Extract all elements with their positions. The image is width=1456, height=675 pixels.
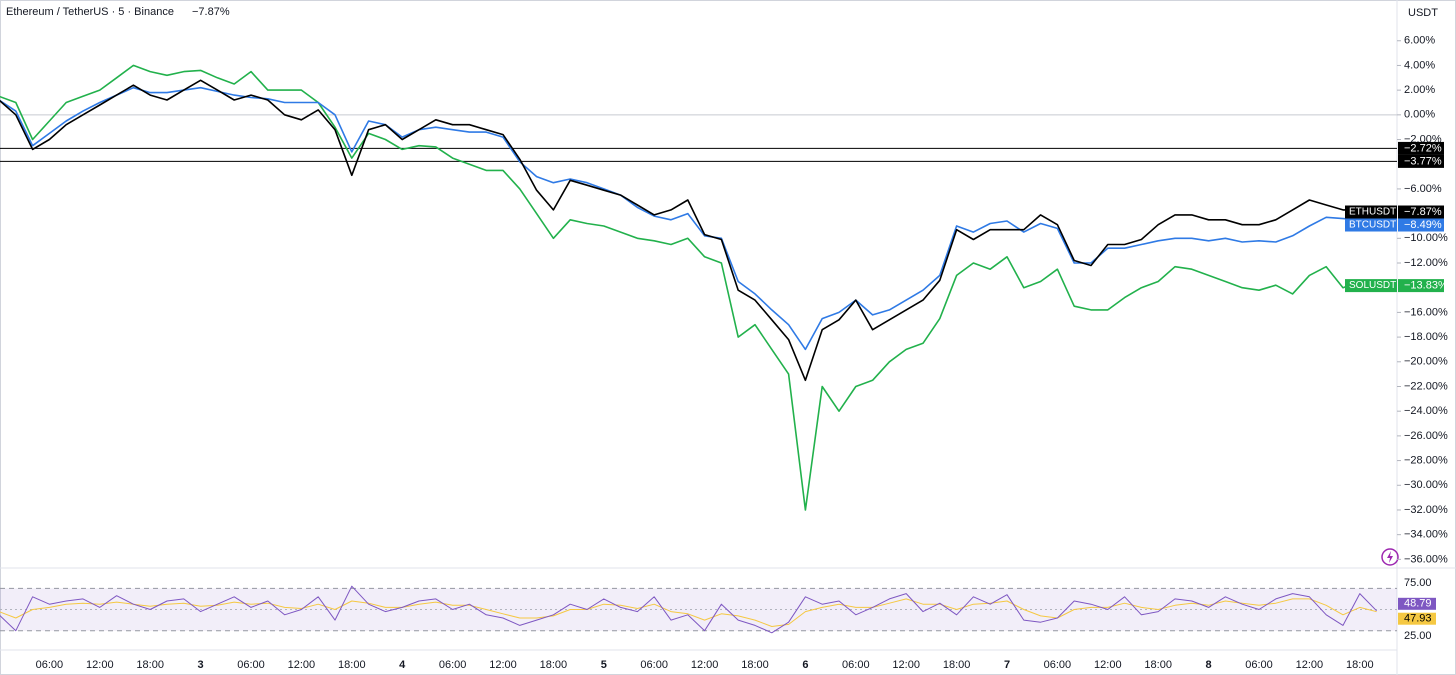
y-tick-label: −34.00% <box>1404 529 1448 541</box>
lightning-icon[interactable] <box>1381 548 1399 566</box>
y-tick-label: 6.00% <box>1404 35 1435 47</box>
icon-ring <box>1381 548 1399 566</box>
x-tick-label: 06:00 <box>237 659 265 671</box>
rsi-value-bg <box>1398 612 1436 625</box>
price-line <box>0 79 1377 382</box>
x-tick-label: 7 <box>1004 659 1010 671</box>
y-tick-label: 2.00% <box>1404 84 1435 96</box>
series-name: ETHUSDT <box>1349 207 1396 218</box>
price-line <box>0 64 1377 511</box>
series-name-bg <box>1345 279 1397 293</box>
x-tick-label: 12:00 <box>1094 659 1122 671</box>
series-name-bg <box>1345 205 1397 219</box>
rsi-ma-line <box>0 598 1377 627</box>
symbol-change: −7.87% <box>192 6 230 18</box>
y-tick-label: −26.00% <box>1404 430 1448 442</box>
y-tick-label: −16.00% <box>1404 306 1448 318</box>
rsi-tick-label: 25.00 <box>1404 630 1432 642</box>
x-tick-label: 12:00 <box>1296 659 1324 671</box>
hline-label-bg <box>1398 154 1444 168</box>
x-tick-label: 18:00 <box>338 659 366 671</box>
x-tick-label: 12:00 <box>288 659 316 671</box>
y-tick-label: −6.00% <box>1404 183 1442 195</box>
y-tick-label: −36.00% <box>1404 553 1448 565</box>
rsi-line <box>0 585 1377 634</box>
y-tick-label: −28.00% <box>1404 454 1448 466</box>
rsi-value: 47.93 <box>1404 613 1432 625</box>
series-name: SOLUSDT <box>1349 280 1396 291</box>
x-tick-label: 3 <box>198 659 204 671</box>
series-value-bg <box>1398 205 1444 219</box>
series-value-bg <box>1398 279 1444 293</box>
rsi-band <box>0 588 1397 631</box>
x-tick-label: 06:00 <box>1044 659 1072 671</box>
x-tick-label: 06:00 <box>640 659 668 671</box>
y-tick-label: −22.00% <box>1404 380 1448 392</box>
y-tick-label: −30.00% <box>1404 479 1448 491</box>
x-tick-label: 5 <box>601 659 607 671</box>
x-tick-label: 12:00 <box>86 659 114 671</box>
price-line <box>0 86 1377 351</box>
rsi-tick-label: 75.00 <box>1404 577 1432 589</box>
x-tick-label: 12:00 <box>691 659 719 671</box>
symbol-title: Ethereum / TetherUS · 5 · Binance <box>6 6 174 18</box>
x-tick-label: 18:00 <box>1346 659 1374 671</box>
x-tick-label: 06:00 <box>36 659 64 671</box>
currency: USDT <box>1408 7 1438 19</box>
y-tick-label: −18.00% <box>1404 331 1448 343</box>
x-tick-label: 18:00 <box>741 659 769 671</box>
x-tick-label: 12:00 <box>489 659 517 671</box>
x-tick-label: 12:00 <box>892 659 920 671</box>
y-tick-label: −10.00% <box>1404 232 1448 244</box>
y-tick-label: 0.00% <box>1404 109 1435 121</box>
hline-label: −3.77% <box>1404 155 1442 167</box>
x-tick-label: 06:00 <box>842 659 870 671</box>
y-tick-label: 4.00% <box>1404 59 1435 71</box>
series-value-bg <box>1398 218 1444 232</box>
rsi-value-bg <box>1398 597 1436 610</box>
y-tick-label: −20.00% <box>1404 356 1448 368</box>
y-tick-label: −12.00% <box>1404 257 1448 269</box>
series-value: −7.87% <box>1404 206 1442 218</box>
series-value: −8.49% <box>1404 219 1442 231</box>
icon-bolt <box>1387 551 1393 563</box>
x-tick-label: 18:00 <box>136 659 164 671</box>
x-tick-label: 18:00 <box>943 659 971 671</box>
rsi-value: 48.79 <box>1404 598 1432 610</box>
y-tick-label: −24.00% <box>1404 405 1448 417</box>
x-tick-label: 18:00 <box>1144 659 1172 671</box>
series-name-bg <box>1345 218 1397 232</box>
x-tick-label: 6 <box>802 659 808 671</box>
hline-label: −2.72% <box>1404 142 1442 154</box>
x-tick-label: 4 <box>399 659 406 671</box>
series-name: BTCUSDT <box>1349 220 1396 231</box>
series-value: −13.83% <box>1404 280 1448 292</box>
x-tick-label: 06:00 <box>1245 659 1273 671</box>
x-tick-label: 18:00 <box>540 659 568 671</box>
x-tick-label: 8 <box>1206 659 1212 671</box>
x-tick-label: 06:00 <box>439 659 467 671</box>
y-tick-label: −32.00% <box>1404 504 1448 516</box>
hline-label-bg <box>1398 141 1444 155</box>
